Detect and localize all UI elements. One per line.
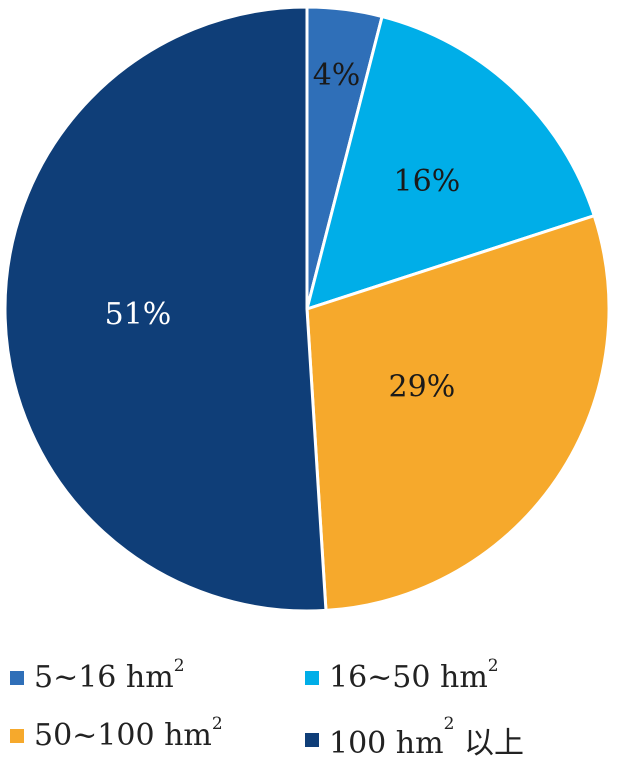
pie-chart: 4% 16% 29% 51% <box>3 5 611 613</box>
legend-label: 16~50 hm2 <box>329 656 499 695</box>
legend-item-16-50: 16~50 hm2 <box>305 656 499 695</box>
legend-item-5-16: 5~16 hm2 <box>10 656 185 695</box>
slice-100-plus <box>3 5 328 613</box>
legend-label: 50~100 hm2 <box>34 714 223 753</box>
slice-100-plus-label: 51% <box>105 297 172 332</box>
legend-label: 5~16 hm2 <box>34 656 185 695</box>
legend-label: 100 hm2 以上 <box>329 714 524 761</box>
legend-swatch <box>305 670 319 685</box>
slice-50-100-label: 29% <box>389 370 456 405</box>
legend-swatch <box>10 728 24 743</box>
legend-swatch <box>10 670 24 685</box>
legend: 5~16 hm2 16~50 hm2 50~100 hm2 100 hm2 以上 <box>0 640 617 762</box>
slice-5-16-label: 4% <box>313 58 361 93</box>
slice-50-100 <box>305 214 611 612</box>
slice-16-50-label: 16% <box>394 164 461 199</box>
slice-16-50 <box>305 14 596 311</box>
legend-item-50-100: 50~100 hm2 <box>10 714 223 753</box>
legend-item-100-plus: 100 hm2 以上 <box>305 714 524 762</box>
legend-swatch <box>305 733 319 747</box>
